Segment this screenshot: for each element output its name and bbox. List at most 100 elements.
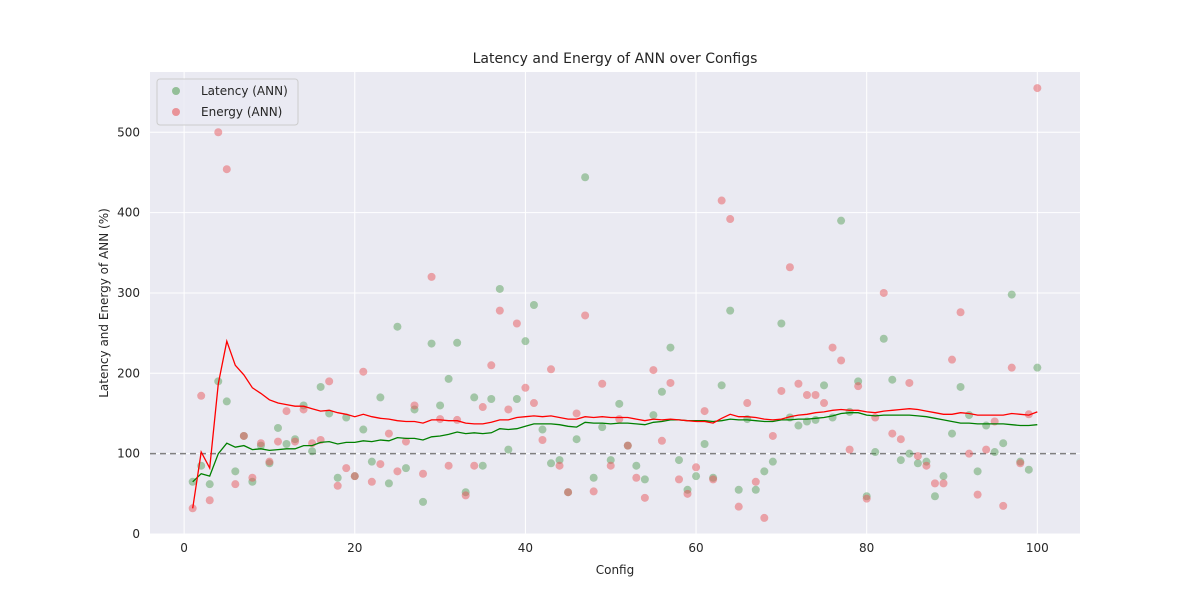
energy-point <box>436 415 445 424</box>
energy-point <box>470 461 479 470</box>
latency-point <box>965 411 974 420</box>
energy-point <box>606 461 615 470</box>
energy-point <box>666 378 675 387</box>
legend-box <box>156 78 299 126</box>
energy-point <box>922 461 931 470</box>
energy-point <box>487 361 496 370</box>
latency-point <box>521 337 530 346</box>
energy-point <box>419 469 428 478</box>
energy-point <box>700 407 709 416</box>
energy-point <box>376 460 385 469</box>
latency-point <box>913 459 922 468</box>
latency-point <box>948 429 957 438</box>
x-tick-label: 60 <box>688 541 703 555</box>
energy-point <box>726 215 735 224</box>
latency-point <box>674 456 683 465</box>
latency-point <box>982 421 991 430</box>
energy-point <box>384 429 393 438</box>
latency-point <box>666 343 675 352</box>
latency-point <box>419 497 428 506</box>
latency-point <box>598 423 607 432</box>
energy-point <box>777 386 786 395</box>
latency-point <box>760 467 769 476</box>
latency-point <box>734 485 743 494</box>
latency-point <box>1007 290 1016 299</box>
energy-point <box>930 479 939 488</box>
energy-point <box>427 272 436 281</box>
latency-point <box>896 456 905 465</box>
legend: Latency (ANN) Energy (ANN) <box>156 78 299 126</box>
latency-point <box>393 322 402 331</box>
energy-point <box>845 445 854 454</box>
latency-point <box>547 459 556 468</box>
latency-point <box>649 411 658 420</box>
energy-point <box>802 390 811 399</box>
energy-point <box>1016 459 1025 468</box>
latency-point <box>470 393 479 402</box>
latency-point <box>726 306 735 315</box>
latency-point <box>436 401 445 410</box>
latency-point <box>1033 363 1042 372</box>
latency-point <box>692 472 701 481</box>
moving-average-lines <box>192 338 1038 509</box>
latency-point <box>367 457 376 466</box>
latency-point <box>717 381 726 390</box>
scatter-points <box>188 84 1042 522</box>
y-tick-label: 300 <box>117 286 140 300</box>
energy-point <box>768 431 777 440</box>
energy-point <box>1024 410 1033 419</box>
energy-point <box>538 435 547 444</box>
latency-point <box>282 440 291 449</box>
latency-point <box>401 464 410 473</box>
energy-point <box>837 356 846 365</box>
x-tick-label: 40 <box>518 541 533 555</box>
tick-labels: 0 20 40 60 80 100 0 100 200 300 400 500 <box>117 125 1049 555</box>
energy-point <box>410 401 419 410</box>
energy-point <box>948 355 957 364</box>
x-tick-label: 0 <box>180 541 188 555</box>
energy-point <box>973 490 982 499</box>
energy-point <box>282 407 291 416</box>
legend-marker-latency <box>172 87 180 95</box>
y-tick-label: 100 <box>117 447 140 461</box>
latency-point <box>427 339 436 348</box>
energy-point <box>444 461 453 470</box>
energy-point <box>692 463 701 472</box>
latency-point <box>845 407 854 416</box>
latency-point <box>384 479 393 488</box>
latency-point <box>487 395 496 404</box>
energy-point <box>197 391 206 400</box>
energy-point <box>350 472 359 481</box>
latency-point <box>820 381 829 390</box>
latency-point <box>529 301 538 310</box>
latency-point <box>794 421 803 430</box>
energy-point <box>521 383 530 392</box>
energy-point <box>495 306 504 315</box>
latency-point <box>973 467 982 476</box>
latency-point <box>879 334 888 343</box>
latency-point <box>453 338 462 347</box>
energy-point <box>512 319 521 328</box>
latency-point <box>632 461 641 470</box>
energy-point <box>359 367 368 376</box>
latency-point <box>538 425 547 434</box>
energy-point <box>214 128 223 137</box>
energy-point <box>794 379 803 388</box>
energy-point <box>674 475 683 484</box>
energy-point <box>291 437 300 446</box>
energy-point <box>785 263 794 272</box>
y-tick-label: 400 <box>117 206 140 220</box>
energy-point <box>999 501 1008 510</box>
energy-point <box>572 409 581 418</box>
latency-point <box>555 456 564 465</box>
legend-label-energy: Energy (ANN) <box>201 105 282 119</box>
energy-point <box>478 403 487 412</box>
energy-point <box>879 288 888 297</box>
latency-point <box>359 425 368 434</box>
energy-point <box>649 366 658 375</box>
energy-point <box>913 452 922 461</box>
y-tick-label: 0 <box>132 527 140 541</box>
latency-point <box>930 492 939 501</box>
energy-point <box>461 491 470 500</box>
x-tick-label: 80 <box>859 541 874 555</box>
